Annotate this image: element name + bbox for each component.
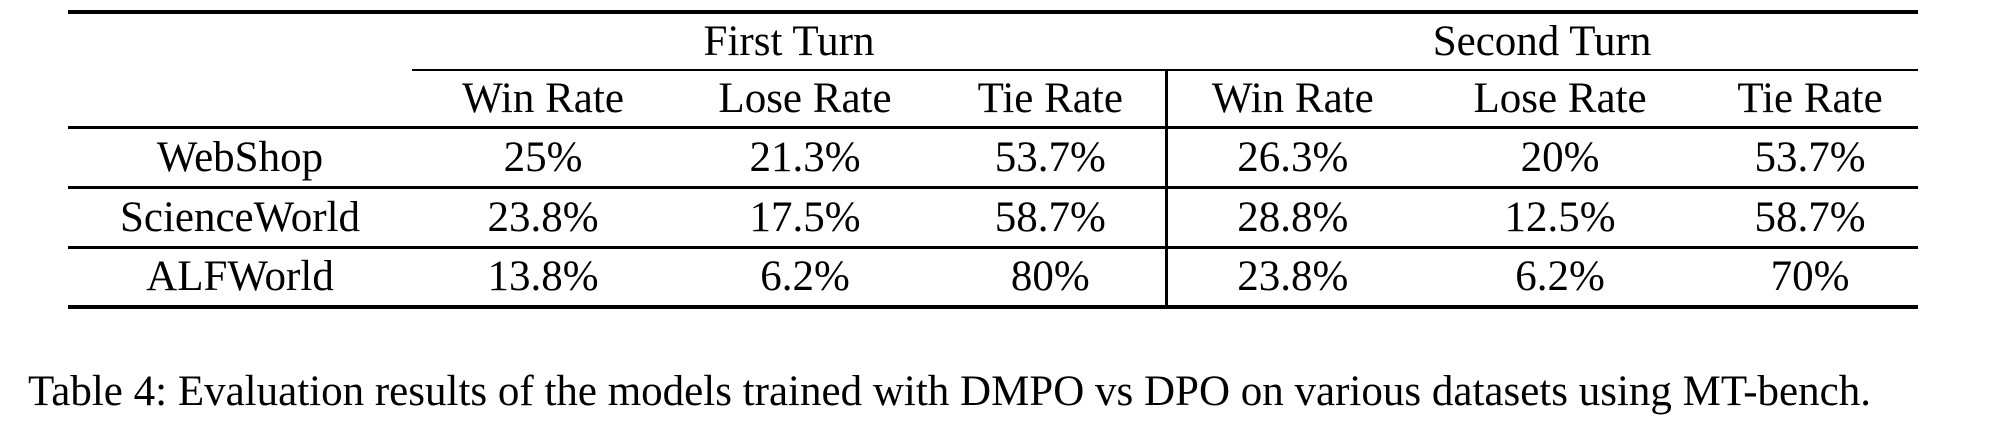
col-header-win-rate-2: Win Rate [1164, 70, 1419, 129]
table-row-scienceworld: ScienceWorld 23.8% 17.5% 58.7% 28.8% 12.… [68, 187, 1919, 249]
cell-webshop-ft-win: 25% [412, 127, 674, 189]
row-label-webshop: WebShop [68, 127, 412, 189]
col-header-tie-rate-2: Tie Rate [1702, 70, 1919, 129]
results-table-wrap: First Turn Second Turn Win Rate Lose Rat… [68, 10, 1919, 309]
cell-scienceworld-ft-lose: 17.5% [674, 187, 936, 249]
table-caption: Table 4: Evaluation results of the model… [28, 368, 1871, 415]
table-row-webshop: WebShop 25% 21.3% 53.7% 26.3% 20% 53.7% [68, 127, 1919, 189]
group-header-first-turn: First Turn [412, 12, 1167, 71]
col-header-lose-rate-1: Lose Rate [674, 70, 936, 129]
cell-webshop-st-win: 26.3% [1164, 127, 1419, 189]
cell-webshop-ft-lose: 21.3% [674, 127, 936, 189]
col-header-lose-rate-2: Lose Rate [1418, 70, 1703, 129]
cell-alfworld-st-tie: 70% [1770, 253, 1850, 301]
results-table: First Turn Second Turn Win Rate Lose Rat… [68, 10, 1919, 309]
cell-scienceworld-st-win: 28.8% [1164, 187, 1419, 249]
table-row-alfworld: ALFWorld 13.8% 6.2% 80% 23.8% 6.2% 70% [68, 247, 1918, 307]
col-header-win-rate-1: Win Rate [412, 70, 674, 129]
corner-cell [68, 70, 412, 129]
cell-scienceworld-ft-tie: 58.7% [936, 187, 1167, 249]
cell-alfworld-ft-tie: 80% [1010, 253, 1090, 301]
row-label-scienceworld: ScienceWorld [68, 187, 412, 249]
cell-scienceworld-st-lose: 12.5% [1418, 187, 1703, 249]
cell-alfworld-ft-lose: 6.2% [760, 253, 850, 301]
cell-webshop-ft-tie: 53.7% [936, 127, 1167, 189]
col-header-tie-rate-1: Tie Rate [936, 70, 1167, 129]
column-header-row: Win Rate Lose Rate Tie Rate Win Rate Los… [68, 70, 1919, 129]
cell-webshop-st-lose: 20% [1418, 127, 1703, 189]
row-label-alfworld: ALFWorld [146, 253, 334, 301]
group-header-second-turn: Second Turn [1166, 12, 1919, 71]
cell-alfworld-ft-win: 13.8% [487, 253, 599, 301]
corner-cell [68, 12, 412, 70]
cell-alfworld-st-lose: 6.2% [1515, 253, 1605, 301]
cell-scienceworld-ft-win: 23.8% [412, 187, 674, 249]
cell-webshop-st-tie: 53.7% [1702, 127, 1919, 189]
cell-alfworld-st-win: 23.8% [1164, 247, 1419, 307]
group-header-row: First Turn Second Turn [68, 12, 1919, 71]
cell-scienceworld-st-tie: 58.7% [1702, 187, 1919, 249]
